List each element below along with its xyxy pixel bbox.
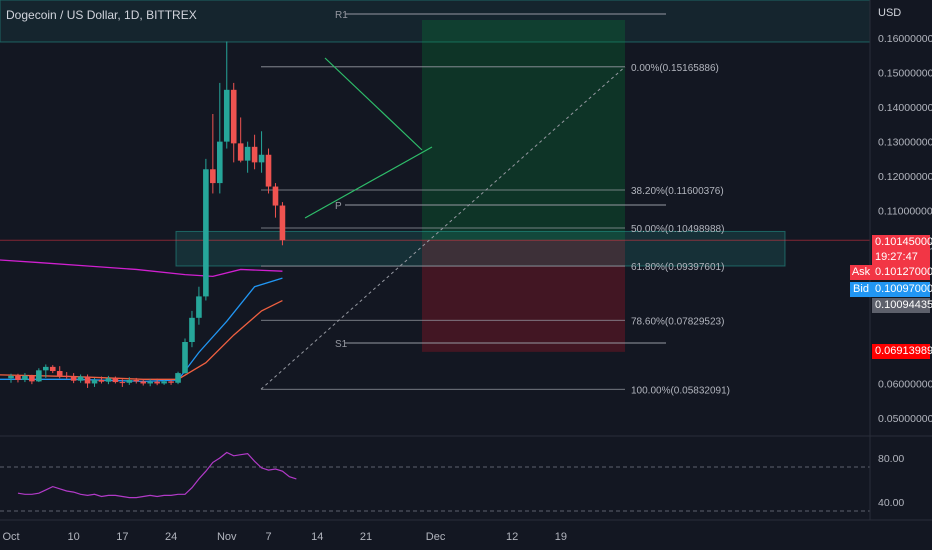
candle-body bbox=[119, 382, 126, 384]
candle-body bbox=[251, 146, 258, 163]
ma-line bbox=[0, 259, 283, 278]
candle-body bbox=[203, 169, 209, 297]
time-axis-label: 10 bbox=[68, 531, 80, 543]
candle-body bbox=[133, 380, 140, 382]
price-axis-label: 0.05000000 bbox=[878, 413, 932, 425]
candle-body bbox=[223, 89, 230, 142]
triangle-upper-line bbox=[324, 57, 423, 151]
oscillator-pane bbox=[0, 435, 932, 512]
triangle-lower-line bbox=[304, 146, 433, 219]
candle-body bbox=[168, 381, 174, 383]
candle-body bbox=[237, 143, 244, 161]
price-axis-currency: USD bbox=[878, 7, 901, 19]
candle-body bbox=[49, 366, 56, 372]
candle-body bbox=[230, 89, 237, 144]
candle-body bbox=[112, 378, 119, 383]
candle-body bbox=[265, 154, 272, 187]
fib-level-label: 61.80%(0.09397601) bbox=[631, 262, 724, 273]
countdown: 19:27:47 bbox=[875, 251, 918, 263]
time-axis-label: 12 bbox=[506, 531, 518, 543]
candle-body bbox=[77, 376, 84, 381]
candle-body bbox=[63, 375, 70, 377]
price-axis-label: 0.06000000 bbox=[878, 378, 932, 390]
candle-body bbox=[182, 342, 188, 374]
candle-body bbox=[272, 186, 279, 206]
candle-body bbox=[217, 141, 223, 184]
candle-body bbox=[161, 381, 167, 384]
support-zone bbox=[175, 230, 786, 267]
candle-body bbox=[8, 375, 14, 379]
rsi-line bbox=[17, 451, 297, 499]
candle-body bbox=[15, 375, 21, 380]
ask-label: Ask bbox=[850, 265, 872, 280]
fib-level-label: 78.60%(0.07829523) bbox=[631, 316, 724, 327]
candle-body bbox=[56, 371, 63, 376]
fib-level-label: 38.20%(0.11600376) bbox=[631, 186, 724, 197]
time-axis-label: 7 bbox=[265, 531, 271, 543]
last-price-tag: 0.10145000 19:27:47 bbox=[872, 235, 932, 265]
stop-price-tag: 0.06913989 bbox=[872, 344, 932, 359]
oscillator-axis-label: 80.00 bbox=[878, 453, 904, 465]
fib-level-label: 50.00%(0.10498988) bbox=[631, 224, 724, 235]
pivot-r1-label: R1 bbox=[335, 10, 348, 21]
bid-label: Bid bbox=[850, 282, 872, 297]
candle-body bbox=[105, 378, 112, 382]
price-axis-label: 0.11000000 bbox=[878, 206, 932, 218]
last-price: 0.10145000 bbox=[875, 236, 932, 248]
time-axis-label: 17 bbox=[116, 531, 128, 543]
candle-body bbox=[189, 317, 195, 342]
time-axis-label: Dec bbox=[426, 531, 446, 543]
candle-body bbox=[70, 376, 77, 381]
candle-body bbox=[22, 375, 28, 380]
time-axis-label: 14 bbox=[311, 531, 323, 543]
price-axis-label: 0.15000000 bbox=[878, 68, 932, 80]
candles bbox=[8, 41, 286, 388]
oscillator-axis-label: 40.00 bbox=[878, 497, 904, 509]
candle-body bbox=[258, 154, 265, 163]
price-axis-label: 0.12000000 bbox=[878, 171, 932, 183]
fib-level-label: 0.00%(0.15165886) bbox=[631, 63, 719, 74]
candle-body bbox=[91, 380, 98, 384]
candle-body bbox=[126, 380, 133, 383]
zones bbox=[0, 0, 871, 352]
candle-body bbox=[29, 375, 35, 382]
candle-body bbox=[43, 366, 49, 371]
fib-level-label: 100.00%(0.05832091) bbox=[631, 385, 730, 396]
time-axis-label: 24 bbox=[165, 531, 177, 543]
price-axis-label: 0.13000000 bbox=[878, 137, 932, 149]
candle-body bbox=[84, 376, 91, 384]
chart-title: Dogecoin / US Dollar, 1D, BITTREX bbox=[6, 8, 197, 22]
stop-zone bbox=[422, 240, 625, 352]
time-axis-label: 21 bbox=[360, 531, 372, 543]
candle-body bbox=[147, 381, 153, 384]
ma-line bbox=[0, 299, 283, 380]
candle-body bbox=[154, 381, 160, 384]
level-price-tag: 0.10094435 bbox=[872, 298, 932, 313]
time-axis-label: Nov bbox=[217, 531, 237, 543]
moving-averages bbox=[0, 259, 283, 383]
candle-body bbox=[175, 373, 181, 383]
candle-body bbox=[244, 146, 251, 161]
price-axis-label: 0.16000000 bbox=[878, 33, 932, 45]
candle-body bbox=[36, 370, 42, 382]
candle-body bbox=[196, 296, 202, 318]
candle-body bbox=[98, 380, 105, 382]
pivot-s1-label: S1 bbox=[335, 339, 348, 350]
candle-body bbox=[210, 169, 216, 184]
price-axis-label: 0.14000000 bbox=[878, 102, 932, 114]
fibonacci-retracement: R1 P S1 0.00%(0.15165886) 38.20%(0.11600376)… bbox=[260, 10, 730, 396]
ask-price-tag: 0.10127000 bbox=[872, 265, 932, 280]
candle-body bbox=[140, 381, 147, 384]
candle-body bbox=[279, 205, 286, 241]
time-axis-label: Oct bbox=[2, 531, 19, 543]
time-axis-label: 19 bbox=[555, 531, 567, 543]
bid-price-tag: 0.10097000 bbox=[872, 282, 932, 297]
target-zone bbox=[422, 20, 625, 241]
pivot-p-label: P bbox=[335, 201, 342, 212]
